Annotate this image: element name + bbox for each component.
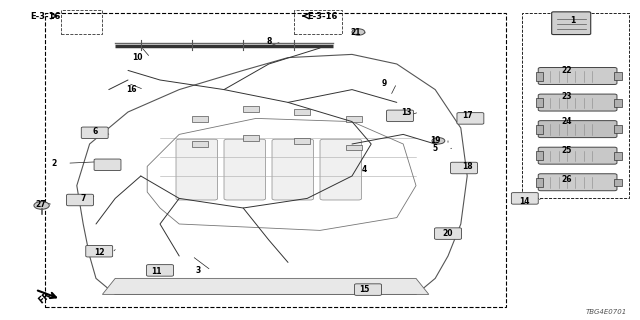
Text: 9: 9: [381, 79, 387, 88]
Bar: [243, 135, 259, 141]
Text: 19: 19: [430, 136, 440, 145]
FancyBboxPatch shape: [94, 159, 121, 171]
FancyBboxPatch shape: [320, 139, 362, 200]
Text: 24: 24: [561, 117, 572, 126]
FancyBboxPatch shape: [355, 284, 381, 295]
Text: 20: 20: [443, 229, 453, 238]
Text: 12: 12: [94, 248, 104, 257]
FancyBboxPatch shape: [147, 265, 173, 276]
Text: 23: 23: [561, 92, 572, 100]
FancyBboxPatch shape: [435, 228, 461, 239]
Text: 14: 14: [520, 197, 530, 206]
Text: FR.: FR.: [37, 288, 55, 306]
FancyBboxPatch shape: [272, 139, 314, 200]
Text: 11: 11: [152, 268, 162, 276]
FancyBboxPatch shape: [538, 174, 617, 191]
Text: 27: 27: [35, 200, 45, 209]
Polygon shape: [102, 278, 429, 294]
Text: 8: 8: [266, 37, 271, 46]
Text: TBG4E0701: TBG4E0701: [586, 309, 627, 315]
Text: 4: 4: [362, 165, 367, 174]
FancyBboxPatch shape: [538, 94, 617, 111]
Text: 7: 7: [81, 194, 86, 203]
Text: 6: 6: [92, 127, 97, 136]
Text: E-3-16: E-3-16: [307, 12, 337, 20]
FancyBboxPatch shape: [387, 110, 413, 122]
Bar: [294, 109, 310, 115]
FancyBboxPatch shape: [224, 139, 266, 200]
Bar: [614, 99, 622, 107]
Text: E-3-16: E-3-16: [31, 12, 61, 20]
Bar: [614, 72, 622, 80]
Text: 26: 26: [561, 175, 572, 184]
Bar: [192, 141, 208, 147]
FancyBboxPatch shape: [538, 68, 617, 84]
Text: 2: 2: [52, 159, 57, 168]
Text: 22: 22: [561, 66, 572, 75]
Text: 1: 1: [570, 16, 575, 25]
Bar: [346, 116, 362, 122]
FancyBboxPatch shape: [538, 121, 617, 138]
FancyBboxPatch shape: [176, 139, 218, 200]
Text: 13: 13: [401, 108, 412, 116]
Text: 25: 25: [561, 146, 572, 155]
Bar: [243, 106, 259, 112]
Bar: [536, 151, 543, 160]
Circle shape: [432, 138, 445, 144]
Text: 15: 15: [360, 285, 370, 294]
Bar: [614, 125, 622, 133]
Bar: [192, 116, 208, 122]
Text: 5: 5: [433, 144, 438, 153]
Bar: [294, 138, 310, 144]
FancyBboxPatch shape: [67, 194, 93, 206]
Text: 21: 21: [350, 28, 360, 36]
FancyBboxPatch shape: [538, 147, 617, 164]
FancyBboxPatch shape: [86, 245, 113, 257]
FancyBboxPatch shape: [81, 127, 108, 139]
Bar: [536, 72, 543, 81]
FancyBboxPatch shape: [457, 113, 484, 124]
FancyBboxPatch shape: [552, 12, 591, 35]
Circle shape: [34, 202, 49, 209]
FancyBboxPatch shape: [451, 162, 477, 174]
Bar: [614, 152, 622, 160]
Text: 10: 10: [132, 53, 143, 62]
Text: 3: 3: [196, 266, 201, 275]
Bar: [346, 145, 362, 150]
Text: 18: 18: [462, 162, 472, 171]
Circle shape: [352, 29, 365, 35]
Bar: [614, 179, 622, 186]
Bar: [536, 178, 543, 187]
Bar: [536, 125, 543, 134]
FancyBboxPatch shape: [511, 193, 538, 204]
Text: 16: 16: [126, 85, 136, 94]
Bar: [536, 98, 543, 107]
Text: 17: 17: [462, 111, 472, 120]
